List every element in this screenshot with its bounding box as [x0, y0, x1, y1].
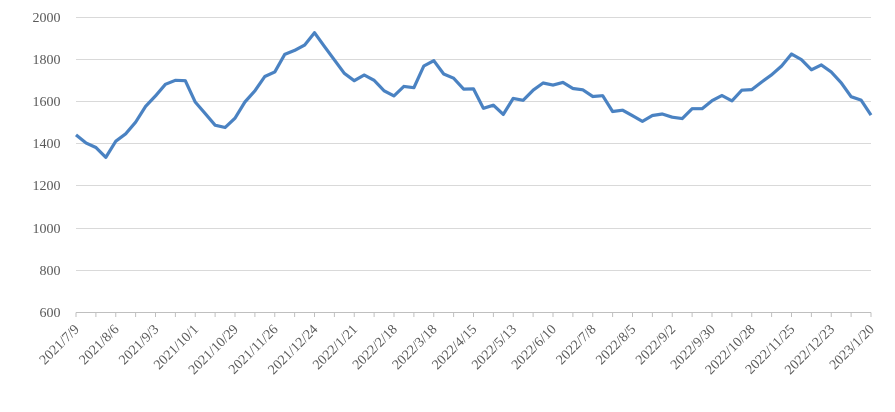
svg-text:600: 600 [40, 306, 61, 321]
svg-text:1800: 1800 [33, 53, 61, 68]
svg-text:1600: 1600 [33, 95, 61, 110]
svg-text:1000: 1000 [33, 222, 61, 237]
svg-text:2000: 2000 [33, 11, 61, 26]
svg-text:1200: 1200 [33, 179, 61, 194]
svg-text:800: 800 [40, 264, 61, 279]
svg-text:1400: 1400 [33, 137, 61, 152]
